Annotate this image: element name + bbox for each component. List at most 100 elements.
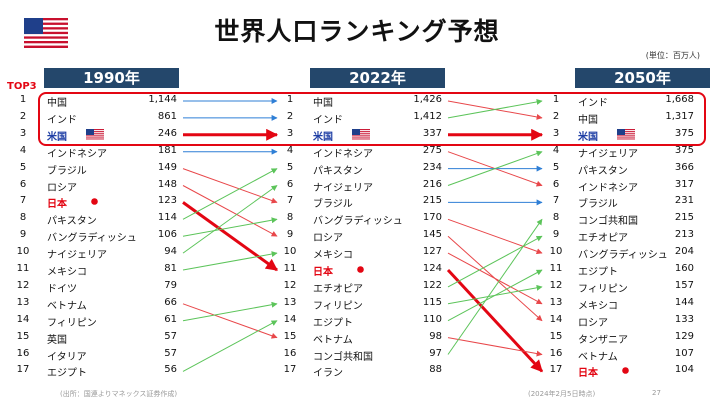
rank-number: 12: [16, 279, 30, 291]
country-name: 日本: [47, 199, 67, 211]
country-name: ナイジェリア: [47, 250, 107, 262]
rank-number: 11: [283, 263, 297, 274]
country-name: 中国: [313, 98, 333, 109]
rank-arrow-down: [182, 185, 278, 237]
country-name: ベトナム: [313, 334, 353, 346]
rank-number: 1: [19, 94, 27, 105]
rank-number: 17: [283, 364, 297, 376]
rank-arrow-up: [182, 185, 278, 254]
rank-arrow-up: [447, 218, 543, 355]
population-value: 275: [422, 144, 442, 156]
rank-number: 7: [19, 195, 27, 207]
rank-number: 10: [16, 246, 30, 258]
rank-number: 6: [286, 178, 294, 190]
us-flag-icon: [24, 18, 68, 48]
rank-arrow-down: [447, 252, 543, 305]
population-value: 88: [429, 364, 442, 376]
population-value: 1,412: [413, 110, 442, 122]
population-value: 213: [674, 229, 694, 241]
country-name: コンゴ共和国: [313, 351, 373, 363]
population-value: 124: [422, 263, 442, 274]
country-name: イラン: [313, 368, 343, 380]
rank-number: 15: [283, 330, 297, 342]
rank-number: 11: [16, 263, 30, 274]
rank-number: 10: [549, 246, 563, 258]
rank-number: 1: [552, 94, 560, 105]
country-name: インドネシア: [578, 182, 638, 194]
rank-arrow-up: [447, 235, 543, 288]
rank-arrow-up: [182, 251, 278, 271]
population-value: 66: [164, 296, 177, 308]
population-value: 1,144: [148, 94, 177, 105]
population-value: 61: [164, 313, 177, 325]
rank-arrow-up: [182, 217, 278, 237]
country-name: バングラディッシュ: [313, 216, 403, 228]
source-note: (出所：国連よりマネックス証券作成): [60, 390, 178, 398]
population-value: 114: [157, 212, 177, 224]
country-name: エジプト: [313, 317, 353, 329]
population-value: 79: [164, 279, 177, 291]
country-name: 米国: [578, 131, 598, 143]
country-name: 中国: [47, 98, 67, 109]
rank-number: 13: [549, 296, 563, 308]
rank-number: 13: [283, 296, 297, 308]
rank-number: 4: [286, 144, 294, 156]
country-name: パキスタン: [313, 165, 363, 177]
rank-number: 17: [549, 364, 563, 376]
country-name: 日本: [578, 368, 598, 380]
country-name: ナイジェリア: [578, 148, 638, 160]
rank-number: 9: [286, 229, 294, 241]
population-value: 123: [157, 195, 177, 207]
year-header-1990: 1990年: [44, 68, 179, 88]
rank-number: 5: [19, 161, 27, 173]
rank-number: 6: [552, 178, 560, 190]
rank-number: 13: [16, 296, 30, 308]
rank-number: 4: [19, 144, 27, 156]
population-value: 127: [422, 246, 442, 258]
country-name: フィリピン: [578, 283, 628, 295]
population-value: 375: [674, 144, 694, 156]
country-name: ナイジェリア: [313, 182, 373, 194]
population-value: 110: [422, 313, 442, 325]
us-flag-icon: [617, 128, 635, 140]
rank-number: 16: [549, 347, 563, 359]
country-name: 米国: [47, 131, 67, 143]
rank-number: 1: [286, 94, 294, 105]
country-name: ロシア: [313, 233, 343, 245]
country-name: フィリピン: [47, 317, 97, 329]
rank-number: 7: [552, 195, 560, 207]
rank-arrow-down: [447, 218, 543, 255]
year-header-2022: 2022年: [310, 68, 445, 88]
rank-number: 5: [286, 161, 294, 173]
country-name: タンザニア: [578, 334, 628, 346]
rank-number: 8: [286, 212, 294, 224]
top3-label: TOP3: [7, 81, 37, 92]
country-name: ブラジル: [578, 199, 618, 211]
japan-flag-icon: [86, 196, 103, 208]
us-flag-icon: [86, 128, 104, 140]
japan-flag-icon: [352, 264, 369, 275]
country-name: ブラジル: [47, 165, 87, 177]
population-value: 56: [164, 364, 177, 376]
population-value: 246: [157, 127, 177, 139]
country-name: メキシコ: [313, 250, 353, 262]
country-name: インドネシア: [47, 148, 107, 160]
population-value: 1,317: [665, 110, 694, 122]
population-value: 366: [674, 161, 694, 173]
population-value: 133: [674, 313, 694, 325]
country-name: ドイツ: [47, 283, 77, 295]
date-note: (2024年2月5日時点): [528, 390, 596, 398]
country-name: ベトナム: [47, 300, 87, 312]
rank-number: 12: [283, 279, 297, 291]
population-value: 98: [429, 330, 442, 342]
population-value: 375: [674, 127, 694, 139]
country-name: ロシア: [578, 317, 608, 329]
rank-arrow-up: [182, 168, 278, 220]
rank-number: 6: [19, 178, 27, 190]
population-value: 106: [157, 229, 177, 241]
rank-number: 17: [16, 364, 30, 376]
rank-number: 4: [552, 144, 560, 156]
rank-arrow-up: [447, 269, 543, 322]
rank-number: 9: [552, 229, 560, 241]
japan-flag-icon: [617, 365, 634, 377]
